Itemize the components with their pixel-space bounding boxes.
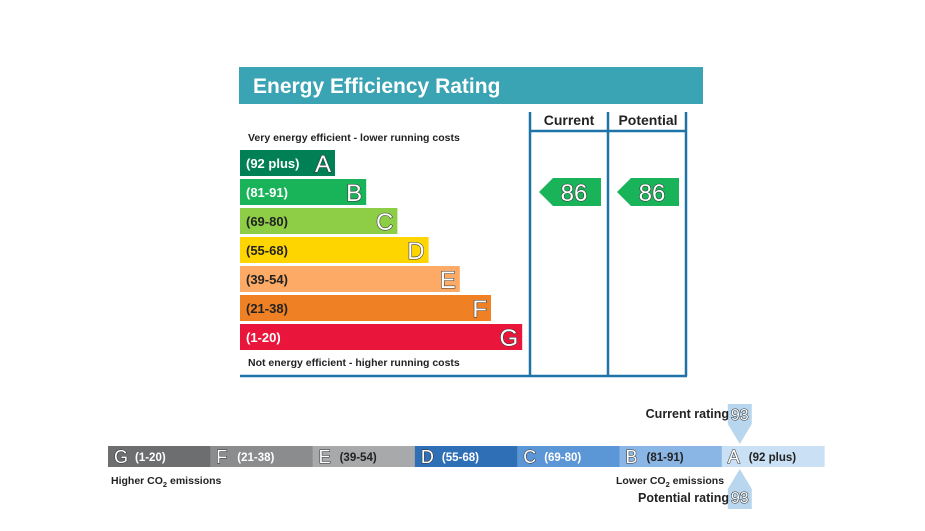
potential-marker-value: 86 [639, 180, 666, 207]
co2-band-letter-a: A [728, 447, 740, 467]
band-letter-e: E [440, 267, 456, 294]
band-range-f: (21-38) [246, 301, 288, 316]
co2-band-c: C (69-80) [517, 446, 620, 468]
co2-potential-marker: 93 [727, 469, 752, 509]
column-header-current: Current [544, 112, 595, 128]
co2-band-range-f: (21-38) [237, 452, 274, 464]
potential-marker-arrow [617, 178, 679, 206]
current-rating-label: Current rating [646, 407, 729, 421]
co2-current-marker-value: 93 [731, 407, 749, 424]
band-f: (21-38) F [240, 295, 491, 324]
co2-band-letter-e: E [319, 447, 331, 467]
band-range-a: (92 plus) [246, 156, 299, 171]
band-bar-e [240, 266, 460, 292]
co2-band-f: F (21-38) [210, 446, 314, 468]
band-range-e: (39-54) [246, 272, 288, 287]
co2-potential-marker-value: 93 [731, 490, 749, 507]
co2-band-letter-g: G [114, 447, 128, 467]
current-marker: 86 [539, 178, 601, 208]
co2-current-marker: 93 [727, 404, 752, 444]
band-a: (92 plus) A [240, 150, 335, 179]
co2-band-range-d: (55-68) [442, 452, 479, 464]
band-bar-c [240, 208, 398, 234]
potential-rating-label: Potential rating [638, 491, 729, 505]
co2-bands: G (1-20) F (21-38) E (39-54) D (55-68) C (69-80) B… [108, 446, 825, 468]
lower-co2-label: Lower CO2 emissions [616, 475, 724, 489]
co2-band-letter-c: C [523, 447, 536, 467]
band-range-b: (81-91) [246, 185, 288, 200]
band-letter-f: F [472, 296, 487, 323]
current-marker-value: 86 [561, 180, 588, 207]
co2-band-range-b: (81-91) [647, 452, 684, 464]
band-letter-a: A [315, 151, 331, 178]
co2-band-bar-b [619, 446, 723, 467]
band-bar-a [240, 150, 335, 176]
co2-band-bar-g [108, 446, 211, 467]
co2-band-bar-c [517, 446, 620, 467]
band-bar-b [240, 179, 367, 205]
co2-band-b: B (81-91) [619, 446, 723, 468]
co2-potential-marker-pointer [727, 469, 752, 509]
co2-current-marker-pointer [727, 404, 752, 444]
band-letter-c: C [376, 209, 393, 236]
column-header-potential: Potential [618, 112, 677, 128]
band-d: (55-68) D [240, 237, 429, 266]
co2-band-range-e: (39-54) [340, 452, 377, 464]
energy-efficiency-chart: Energy Efficiency Rating Current Potenti… [239, 67, 703, 378]
band-bar-f [240, 295, 491, 321]
co2-band-bar-a [721, 446, 825, 467]
band-bar-g [240, 324, 523, 350]
current-marker-arrow [539, 178, 601, 206]
top-note: Very energy efficient - lower running co… [248, 132, 460, 144]
co2-band-range-a: (92 plus) [749, 452, 796, 464]
rating-bands: (92 plus) A(81-91) B(69-80) C(55-68) D(39-54… [240, 150, 523, 353]
co2-band-d: D (55-68) [414, 446, 518, 468]
co2-band-e: E (39-54) [312, 446, 416, 468]
co2-band-range-g: (1-20) [135, 452, 166, 464]
band-e: (39-54) E [240, 266, 460, 295]
co2-band-bar-e [312, 446, 416, 467]
co2-band-a: A (92 plus) [721, 446, 825, 468]
co2-band-letter-f: F [216, 447, 227, 467]
co2-band-bar-f [210, 446, 314, 467]
co2-band-letter-b: B [626, 447, 638, 467]
band-letter-g: G [500, 325, 519, 352]
higher-co2-label: Higher CO2 emissions [111, 475, 222, 489]
band-letter-b: B [346, 180, 362, 207]
co2-band-bar-d [414, 446, 518, 467]
co2-band-letter-d: D [421, 447, 434, 467]
co2-band-range-c: (69-80) [544, 452, 581, 464]
rating-markers: 86 86 [539, 178, 679, 208]
chart-title-bar [239, 67, 703, 104]
band-b: (81-91) B [240, 179, 367, 208]
co2-emissions-scale: G (1-20) F (21-38) E (39-54) D (55-68) C (69-80) B… [108, 404, 825, 509]
chart-title: Energy Efficiency Rating [253, 75, 500, 98]
band-range-g: (1-20) [246, 330, 281, 345]
chart-frame [240, 112, 688, 378]
band-c: (69-80) C [240, 208, 398, 237]
band-range-c: (69-80) [246, 214, 288, 229]
co2-markers: 93 93 [727, 404, 752, 509]
co2-band-g: G (1-20) [108, 446, 211, 468]
band-range-d: (55-68) [246, 243, 288, 258]
band-bar-d [240, 237, 429, 263]
bottom-note: Not energy efficient - higher running co… [248, 357, 460, 369]
band-letter-d: D [407, 238, 424, 265]
potential-marker: 86 [617, 178, 679, 208]
band-g: (1-20) G [240, 324, 523, 353]
